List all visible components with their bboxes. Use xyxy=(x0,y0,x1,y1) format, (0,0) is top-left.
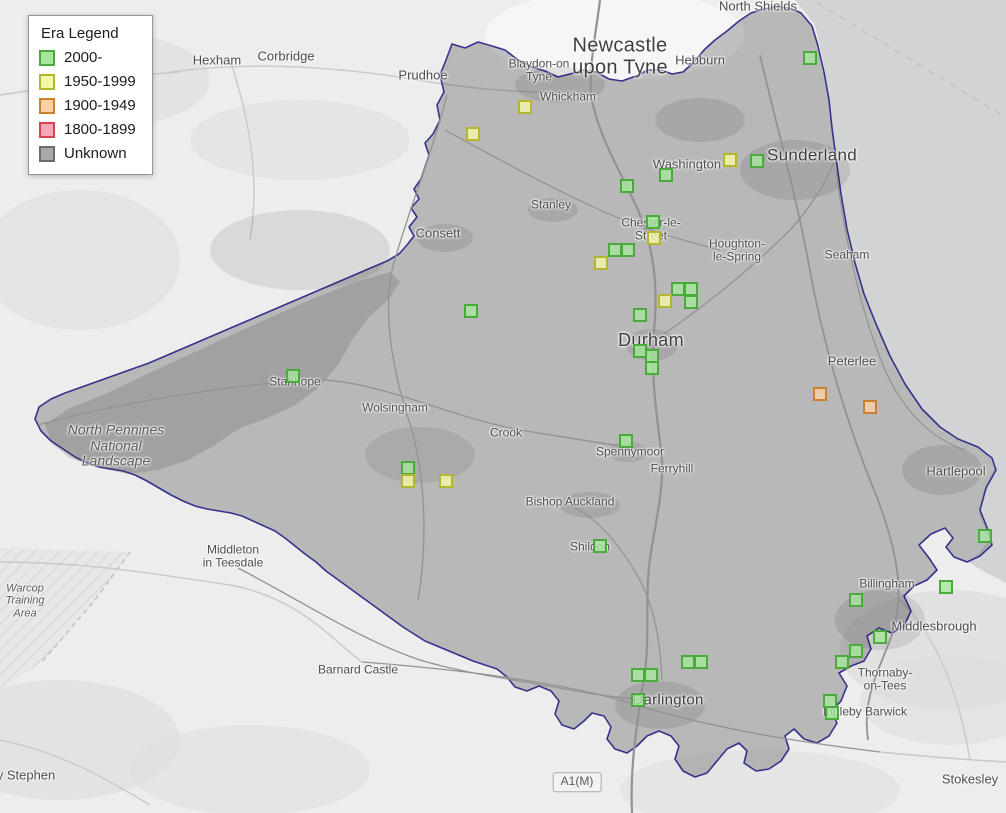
era-marker[interactable] xyxy=(645,361,659,375)
legend-title: Era Legend xyxy=(41,25,119,42)
era-marker[interactable] xyxy=(631,668,645,682)
legend-item: 1900-1949 xyxy=(39,97,136,114)
legend-item-label: 1950-1999 xyxy=(64,73,136,90)
era-marker[interactable] xyxy=(608,243,622,257)
sea xyxy=(795,0,1006,583)
county-polygon xyxy=(34,6,997,778)
era-marker[interactable] xyxy=(750,154,764,168)
warcop-hatched-area xyxy=(0,548,130,690)
era-marker[interactable] xyxy=(466,127,480,141)
era-marker[interactable] xyxy=(813,387,827,401)
era-marker[interactable] xyxy=(659,168,673,182)
era-marker[interactable] xyxy=(518,100,532,114)
legend-item: Unknown xyxy=(39,145,136,162)
era-marker[interactable] xyxy=(646,215,660,229)
era-marker[interactable] xyxy=(671,282,685,296)
legend-swatch xyxy=(39,97,55,114)
era-marker[interactable] xyxy=(803,51,817,65)
era-marker[interactable] xyxy=(658,294,672,308)
era-marker[interactable] xyxy=(439,474,453,488)
era-legend: Era Legend 2000- 1950-1999 1900-1949 1800-1… xyxy=(28,15,153,175)
legend-item-label: 1900-1949 xyxy=(64,97,136,114)
urban-area-newcastle xyxy=(485,0,745,80)
era-marker[interactable] xyxy=(825,706,839,720)
era-marker[interactable] xyxy=(849,644,863,658)
era-marker[interactable] xyxy=(464,304,478,318)
legend-items: 2000- 1950-1999 1900-1949 1800-1899 Unknown xyxy=(39,49,136,162)
warcop-boundary xyxy=(41,551,131,663)
era-marker[interactable] xyxy=(647,231,661,245)
legend-item-label: 2000- xyxy=(64,49,103,66)
legend-swatch xyxy=(39,49,55,66)
legend-item: 2000- xyxy=(39,49,136,66)
legend-item-label: Unknown xyxy=(64,145,127,162)
era-marker[interactable] xyxy=(401,474,415,488)
era-marker[interactable] xyxy=(633,308,647,322)
ferry-route-dashed-line xyxy=(811,0,1006,119)
urban-area-middlesbrough xyxy=(840,590,1006,710)
era-marker[interactable] xyxy=(681,655,695,669)
era-marker[interactable] xyxy=(835,655,849,669)
moorland-patch xyxy=(365,427,475,483)
era-marker[interactable] xyxy=(644,668,658,682)
era-marker[interactable] xyxy=(723,153,737,167)
legend-swatch xyxy=(39,145,55,162)
moorland-patch xyxy=(45,272,400,474)
era-marker[interactable] xyxy=(621,243,635,257)
era-marker[interactable] xyxy=(286,369,300,383)
era-marker[interactable] xyxy=(594,256,608,270)
moorland-patch xyxy=(210,210,390,290)
era-marker[interactable] xyxy=(593,539,607,553)
era-marker[interactable] xyxy=(873,630,887,644)
legend-swatch xyxy=(39,73,55,90)
era-marker[interactable] xyxy=(939,580,953,594)
legend-item: 1950-1999 xyxy=(39,73,136,90)
era-marker[interactable] xyxy=(631,693,645,707)
era-marker[interactable] xyxy=(694,655,708,669)
era-marker[interactable] xyxy=(619,434,633,448)
legend-item-label: 1800-1899 xyxy=(64,121,136,138)
era-marker[interactable] xyxy=(863,400,877,414)
era-marker[interactable] xyxy=(978,529,992,543)
legend-swatch xyxy=(39,121,55,138)
era-marker[interactable] xyxy=(401,461,415,475)
era-marker[interactable] xyxy=(620,179,634,193)
era-marker[interactable] xyxy=(684,295,698,309)
era-marker[interactable] xyxy=(849,593,863,607)
era-marker[interactable] xyxy=(684,282,698,296)
legend-item: 1800-1899 xyxy=(39,121,136,138)
